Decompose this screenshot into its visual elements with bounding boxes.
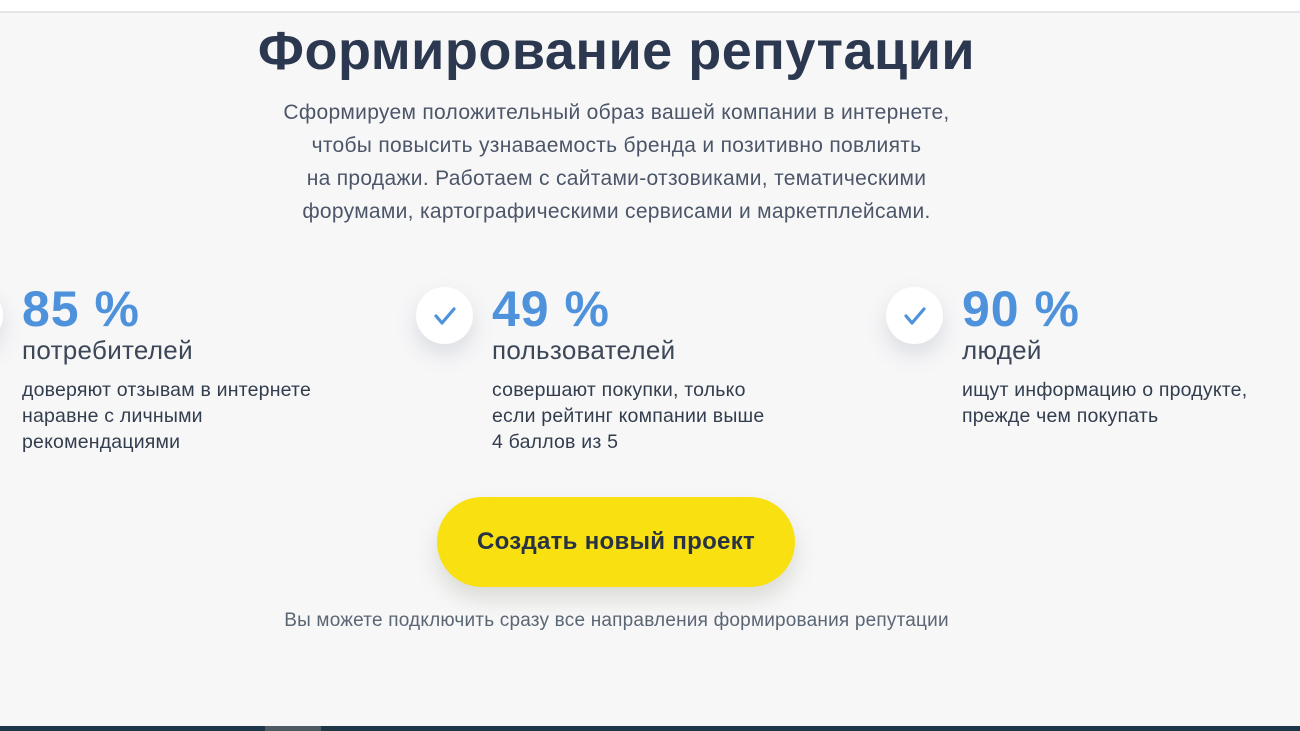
- stat-users: 49 % пользователей совершают покупки, то…: [416, 281, 842, 455]
- stat-label: людей: [962, 335, 1042, 365]
- stat-description-line: 4 баллов из 5: [492, 431, 619, 453]
- stat-description-line: ищут информацию о продукте,: [962, 379, 1248, 401]
- stat-label: пользователей: [492, 335, 676, 365]
- check-icon: [903, 306, 926, 325]
- hero: Формирование репутации Сформируем положи…: [0, 15, 1233, 228]
- stat-value: 90 %: [962, 281, 1080, 337]
- stat-consumers: 85 % потребителей доверяют отзывам в инт…: [0, 281, 372, 455]
- hero-subtitle-line: Сформируем положительный образ вашей ком…: [283, 101, 950, 124]
- hero-subtitle: Сформируем положительный образ вашей ком…: [0, 96, 1233, 228]
- top-divider: [0, 0, 1300, 13]
- stat-label: потребителей: [22, 335, 193, 365]
- check-circle: [886, 287, 943, 344]
- cta-note: Вы можете подключить сразу все направлен…: [284, 610, 949, 631]
- check-icon: [433, 306, 456, 325]
- next-section-edge: [0, 726, 1300, 731]
- stat-description-line: доверяют отзывам в интернете: [22, 379, 312, 401]
- stat-description-line: совершают покупки, только: [492, 379, 746, 401]
- stat-value: 49 %: [492, 281, 610, 337]
- page-title: Формирование репутации: [257, 21, 976, 81]
- hero-subtitle-line: на продажи. Работаем с сайтами-отзовикам…: [306, 167, 927, 190]
- hero-subtitle-line: чтобы повысить узнаваемость бренда и поз…: [311, 134, 922, 157]
- stat-description: доверяют отзывам в интернете наравне с л…: [22, 377, 372, 455]
- next-section-edge-highlight: [265, 726, 321, 731]
- stat-description-line: наравне с личными: [22, 405, 203, 427]
- check-circle: [0, 287, 3, 344]
- stats-row: 85 % потребителей доверяют отзывам в инт…: [0, 283, 1300, 458]
- stat-value: 85 %: [22, 281, 140, 337]
- hero-subtitle-line: форумами, картографическими сервисами и …: [302, 200, 931, 223]
- stat-people: 90 % людей ищут информацию о продукте, п…: [886, 281, 1300, 429]
- check-circle: [416, 287, 473, 344]
- stat-description: совершают покупки, только если рейтинг к…: [492, 377, 842, 455]
- stat-description-line: рекомендациями: [22, 431, 181, 453]
- create-project-button[interactable]: Создать новый проект: [437, 497, 795, 587]
- stat-description-line: если рейтинг компании выше: [492, 405, 765, 427]
- stat-description: ищут информацию о продукте, прежде чем п…: [962, 377, 1300, 429]
- stat-description-line: прежде чем покупать: [962, 405, 1159, 427]
